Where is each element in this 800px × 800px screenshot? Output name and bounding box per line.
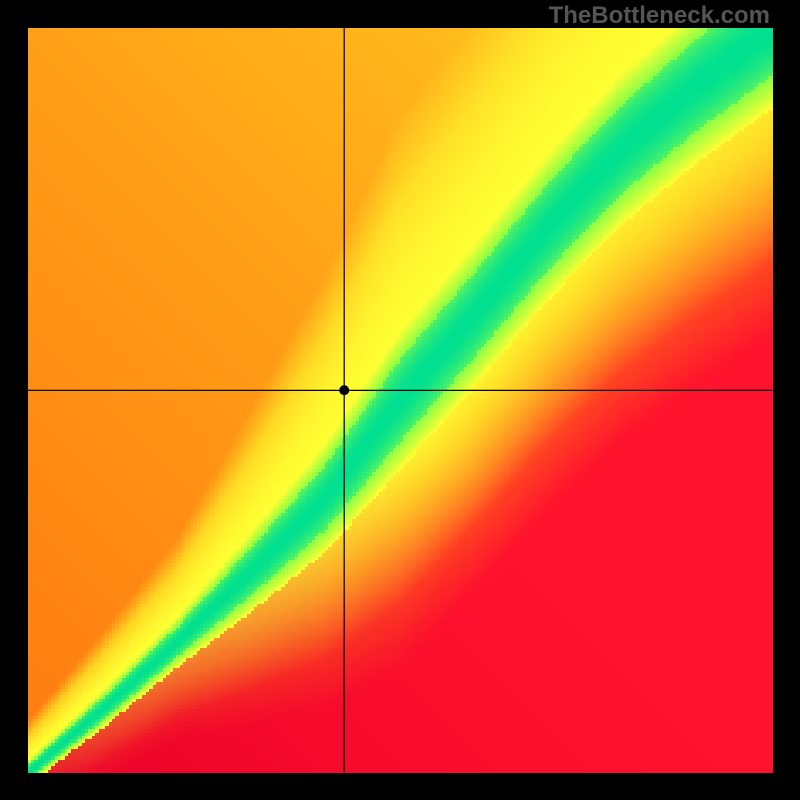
chart-container: { "watermark": { "text": "TheBottleneck.… (0, 0, 800, 800)
bottleneck-heatmap (0, 0, 800, 800)
watermark-text: TheBottleneck.com (549, 2, 770, 30)
